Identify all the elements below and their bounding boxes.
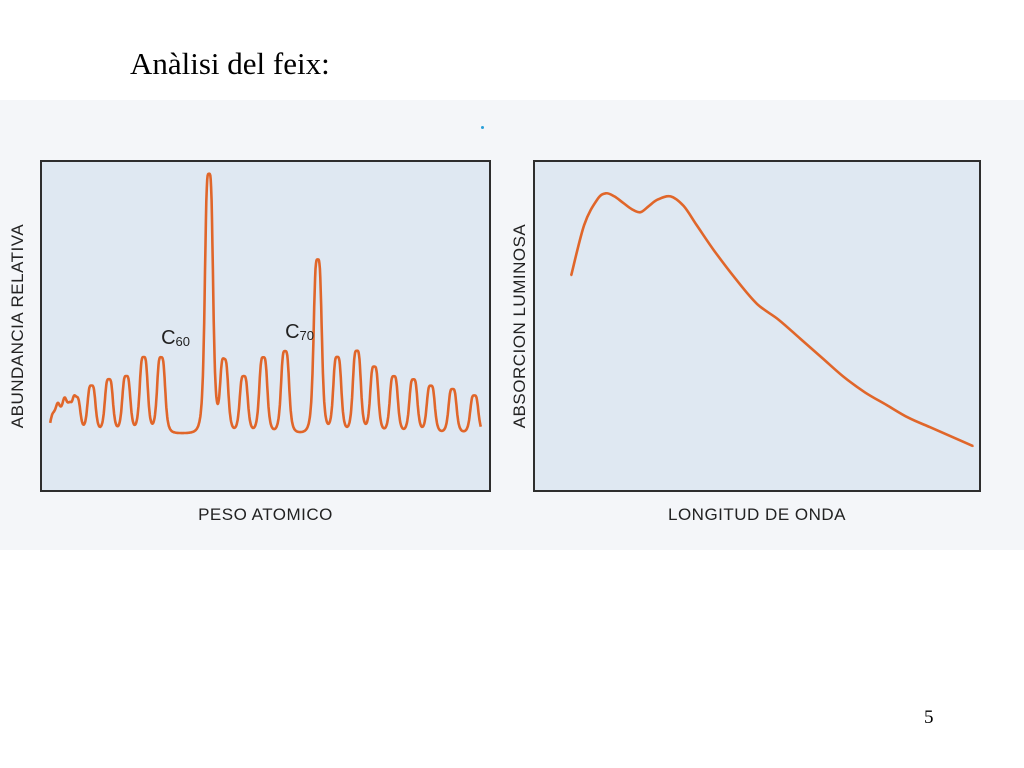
peak-label-c60: C60 bbox=[161, 327, 191, 350]
absorption-point-7 bbox=[639, 211, 642, 214]
absorption-point-17 bbox=[799, 337, 801, 340]
mass-spectrum-chart bbox=[40, 160, 491, 492]
mass-peak-2 bbox=[66, 401, 69, 404]
absorption-point-25 bbox=[972, 445, 974, 447]
mass-peak-15 bbox=[336, 356, 339, 358]
mass-peak-18 bbox=[393, 375, 395, 378]
mass-peak-12 bbox=[262, 356, 265, 359]
page-number: 5 bbox=[924, 707, 934, 728]
absorption-point-15 bbox=[756, 303, 758, 305]
absorption-point-9 bbox=[656, 198, 659, 201]
absorption-point-18 bbox=[821, 356, 823, 359]
mass-peak-0 bbox=[53, 409, 56, 412]
peak-label-c70: C70 bbox=[285, 321, 314, 344]
mass-spectrum-plot bbox=[48, 172, 483, 435]
absorption-point-6 bbox=[630, 208, 633, 210]
mass-peak-16 bbox=[356, 349, 358, 352]
absorption-point-22 bbox=[907, 416, 909, 419]
mass-peak-20 bbox=[430, 384, 432, 387]
mass-peak-21 bbox=[451, 388, 454, 390]
absorption-spectrum-chart bbox=[533, 160, 981, 492]
absorption-point-21 bbox=[885, 404, 888, 406]
absorption-point-24 bbox=[950, 435, 953, 438]
mass-peak-9 bbox=[208, 172, 210, 175]
mass-peak-5 bbox=[108, 378, 110, 381]
absorption-point-2 bbox=[596, 198, 598, 201]
mass-peak-1 bbox=[60, 405, 62, 408]
absorption-point-23 bbox=[929, 426, 931, 428]
mass-peak-14 bbox=[316, 258, 319, 261]
absorption-spectrum-plot bbox=[569, 191, 974, 448]
slide-title: Anàlisi del feix: bbox=[130, 46, 330, 81]
absorption-line bbox=[569, 191, 974, 448]
mass-peak-4 bbox=[90, 384, 93, 387]
absorption-point-1 bbox=[583, 224, 585, 226]
mass-peak-13 bbox=[284, 350, 286, 352]
mass-spectrum-line bbox=[48, 172, 483, 435]
absorption-point-10 bbox=[669, 195, 672, 198]
absorption-point-8 bbox=[648, 205, 650, 207]
absorption-point-13 bbox=[713, 249, 715, 251]
mass-peak-6 bbox=[125, 375, 128, 377]
absorption-point-16 bbox=[777, 318, 780, 321]
mass-peak-22 bbox=[473, 394, 476, 397]
absorption-point-14 bbox=[734, 277, 737, 280]
absorption-point-5 bbox=[622, 201, 624, 204]
mass-peak-19 bbox=[412, 378, 415, 381]
mass-peak-10 bbox=[223, 357, 225, 360]
absorption-point-3 bbox=[605, 192, 607, 195]
scan-speck bbox=[481, 126, 484, 129]
absorption-point-12 bbox=[695, 224, 698, 226]
absorption-point-0 bbox=[570, 274, 573, 277]
mass-peak-3 bbox=[75, 395, 78, 398]
mass-peak-7 bbox=[142, 356, 145, 358]
right-x-axis-label: LONGITUD DE ONDA bbox=[667, 505, 847, 524]
absorption-point-20 bbox=[864, 391, 866, 394]
mass-peak-11 bbox=[242, 375, 245, 377]
mass-peak-8 bbox=[160, 356, 162, 359]
mass-peak-17 bbox=[373, 365, 376, 368]
absorption-point-11 bbox=[682, 205, 685, 207]
left-x-axis-label: PESO ATOMICO bbox=[198, 505, 333, 524]
right-y-axis-label: ABSORCION LUMINOSA bbox=[510, 223, 529, 429]
left-y-axis-label: ABUNDANCIA RELATIVA bbox=[8, 223, 27, 429]
absorption-point-4 bbox=[613, 195, 616, 198]
absorption-point-19 bbox=[842, 375, 845, 378]
